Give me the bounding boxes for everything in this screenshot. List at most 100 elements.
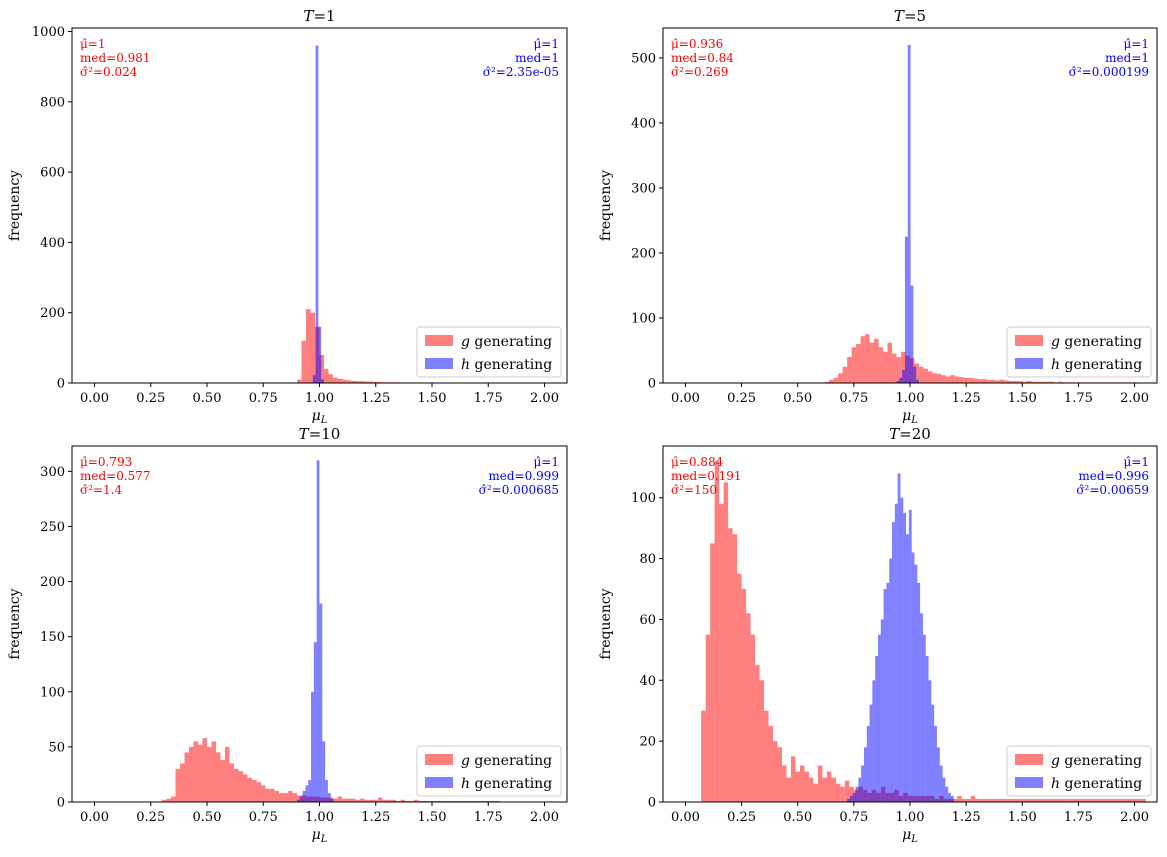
y-tick-label: 800 <box>40 95 65 110</box>
bar-g <box>292 793 297 802</box>
g-stat-line: med=0.191 <box>671 469 742 483</box>
bar-h <box>897 473 901 802</box>
bar-h <box>869 704 873 802</box>
bar-g <box>382 799 387 802</box>
x-tick-label: 0.25 <box>136 391 165 406</box>
legend-label: g generating <box>1051 753 1142 769</box>
x-axis-label: μL <box>312 408 328 426</box>
bar-g <box>1044 381 1050 383</box>
bar-g <box>1132 798 1137 802</box>
x-tick-label: 1.50 <box>418 810 447 825</box>
bar-g <box>728 528 733 802</box>
bar-h <box>886 582 890 802</box>
bar-g <box>432 800 437 802</box>
bar-g <box>874 338 879 383</box>
bar-g <box>1037 798 1043 802</box>
bar-g <box>261 785 266 802</box>
bar-h <box>315 45 319 383</box>
h-stat-line: med=1 <box>1105 51 1149 65</box>
bar-h <box>302 790 306 802</box>
bar-g <box>887 342 893 383</box>
bar-g <box>472 800 477 802</box>
y-tick-label: 40 <box>639 674 656 689</box>
bar-g <box>328 374 333 383</box>
bar-g <box>337 378 342 383</box>
g-stat-line: μ̂=1 <box>80 37 106 51</box>
bar-g <box>813 783 818 802</box>
bar-g <box>732 534 738 802</box>
bar-g <box>936 373 942 383</box>
bar-g <box>705 634 711 802</box>
bar-g <box>355 381 360 383</box>
g-stat-line: σ̂²=1.4 <box>80 483 123 497</box>
x-tick-label: 1.75 <box>474 391 503 406</box>
bar-h <box>308 779 312 802</box>
bar-h <box>863 747 867 802</box>
legend-label: h generating <box>461 776 552 792</box>
g-stat-line: med=0.577 <box>80 469 151 483</box>
x-tick-label: 0.25 <box>727 810 756 825</box>
bar-h <box>914 564 918 802</box>
h-stat-line: σ̂²=0.00659 <box>1076 483 1149 497</box>
h-stat-line: μ̂=1 <box>534 455 560 469</box>
bar-h <box>892 522 895 802</box>
bar-g <box>243 774 248 802</box>
bar-g <box>301 340 306 383</box>
legend: g generating h generating <box>1006 326 1152 378</box>
y-tick-label: 200 <box>40 306 65 321</box>
bar-g <box>932 373 937 383</box>
bar-g <box>423 800 428 802</box>
bar-g <box>984 798 989 802</box>
bar-g <box>162 799 167 802</box>
bar-g <box>220 760 225 802</box>
bar-h <box>899 377 903 383</box>
bar-g <box>252 779 257 802</box>
x-tick-label: 1.00 <box>896 810 925 825</box>
x-tick-label: 1.50 <box>1008 391 1037 406</box>
bar-h <box>297 799 300 802</box>
bar-g <box>799 765 805 802</box>
bar-g <box>175 768 180 802</box>
x-tick-label: 1.75 <box>1064 810 1093 825</box>
bar-g <box>968 377 973 383</box>
bar-g <box>351 380 356 383</box>
bar-g <box>1035 381 1041 383</box>
bar-g <box>878 347 884 383</box>
bar-g <box>486 800 491 802</box>
bar-h <box>931 704 935 802</box>
legend-swatch <box>425 754 453 765</box>
bar-h <box>299 796 303 802</box>
bar-g <box>324 368 329 383</box>
bar-g <box>216 752 221 802</box>
x-axis-label: μL <box>312 827 328 845</box>
bar-g <box>346 798 351 802</box>
bar-g <box>1078 798 1083 802</box>
bar-g <box>842 366 848 383</box>
bar-g <box>391 799 396 802</box>
y-axis-label: frequency <box>598 588 614 659</box>
y-tick-label: 100 <box>40 685 65 700</box>
legend-swatch <box>1015 358 1043 369</box>
bar-g <box>283 793 288 802</box>
y-tick-label: 400 <box>40 236 65 251</box>
legend-label: h generating <box>1051 776 1142 792</box>
bar-g <box>238 771 243 802</box>
bar-g <box>225 746 230 802</box>
legend: g generating h generating <box>1006 745 1152 797</box>
bar-g <box>999 379 1005 383</box>
bar-g <box>927 371 933 383</box>
bar-g <box>966 798 971 802</box>
bar-g <box>1082 798 1088 802</box>
bar-g <box>1114 798 1119 802</box>
x-tick-label: 0.75 <box>839 391 868 406</box>
y-tick-label: 20 <box>639 735 656 750</box>
bar-h <box>913 366 917 383</box>
bar-g <box>1033 798 1038 802</box>
y-tick-label: 60 <box>639 613 656 628</box>
y-tick-label: 100 <box>631 491 656 506</box>
bar-g <box>782 765 787 802</box>
y-tick-label: 0 <box>648 377 656 392</box>
bar-g <box>750 634 756 802</box>
y-axis-label: frequency <box>7 170 23 241</box>
